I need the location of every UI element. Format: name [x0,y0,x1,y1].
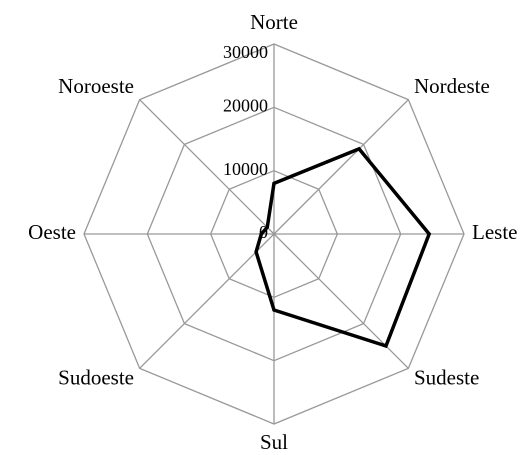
category-label: Norte [250,10,298,34]
tick-label: 10000 [223,159,268,179]
category-label: Sudoeste [58,365,134,389]
category-label: Noroeste [58,74,134,98]
tick-label: 20000 [223,95,268,115]
category-label: Nordeste [414,74,490,98]
grid-spoke [273,99,409,235]
grid-spoke [273,233,409,369]
grid-spoke [139,233,275,369]
category-label: Sudeste [414,365,479,389]
category-label: Sul [260,430,288,454]
tick-label: 30000 [223,42,268,62]
category-label: Leste [472,220,517,244]
series-line [254,146,432,349]
category-label: Oeste [28,220,76,244]
grid-spoke [139,99,275,235]
